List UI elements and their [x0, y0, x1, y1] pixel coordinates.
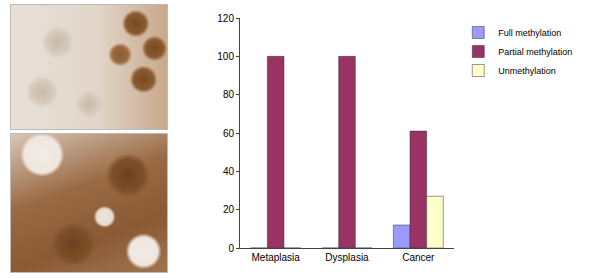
- svg-text:Full methylation: Full methylation: [498, 28, 561, 38]
- svg-text:Partial methylation: Partial methylation: [498, 47, 572, 57]
- svg-text:20: 20: [223, 204, 235, 215]
- svg-text:60: 60: [223, 128, 235, 139]
- svg-text:0: 0: [228, 243, 234, 254]
- svg-text:120: 120: [217, 13, 234, 24]
- svg-text:Metaplasia: Metaplasia: [251, 252, 300, 263]
- svg-text:Unmethylation: Unmethylation: [498, 66, 556, 76]
- svg-text:80: 80: [223, 89, 235, 100]
- svg-text:100: 100: [217, 51, 234, 62]
- svg-text:Dysplasia: Dysplasia: [325, 252, 369, 263]
- svg-text:40: 40: [223, 166, 235, 177]
- svg-text:Cancer: Cancer: [402, 252, 435, 263]
